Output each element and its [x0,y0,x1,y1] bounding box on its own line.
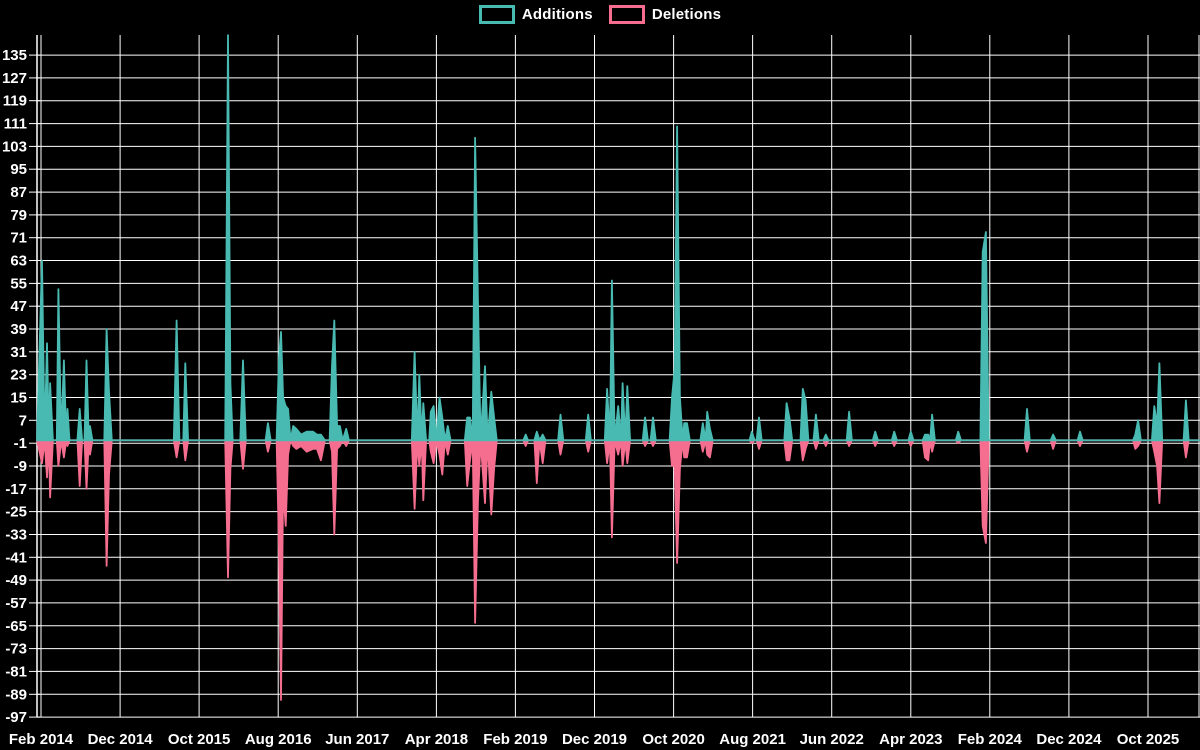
y-tick-label: 119 [3,93,27,110]
y-tick-label: -1 [14,435,27,452]
x-tick-label: Apr 2018 [405,731,468,748]
x-tick-label: Feb 2014 [9,731,74,748]
y-tick-label: 135 [2,47,27,64]
y-tick-label: -33 [5,527,27,544]
x-tick-label: Feb 2024 [958,731,1023,748]
y-axis-labels: 135 127 119 111 103 95 87 79 71 63 55 47 39 31 23 15 7 -1… [2,47,27,726]
deletions-swatch-icon [608,5,645,24]
y-tick-label: 55 [10,275,27,292]
y-tick-label: 31 [10,344,27,361]
x-tick-label: Jun 2022 [800,731,864,748]
y-tick-label: 111 [4,116,27,133]
y-tick-label: -57 [5,595,27,612]
y-tick-label: -81 [5,663,27,680]
grid [29,35,1200,718]
y-tick-label: 103 [2,138,27,155]
y-tick-label: 23 [10,367,27,384]
y-tick-label: -9 [14,458,27,475]
additions-swatch-icon [478,5,515,24]
y-tick-label: 39 [10,321,27,338]
x-tick-label: Dec 2019 [562,731,627,748]
y-tick-label: 95 [10,161,27,178]
y-tick-label: -97 [5,709,27,726]
x-axis-labels: Feb 2014 Dec 2014 Oct 2015 Aug 2016 Jun 2017… [9,731,1179,748]
y-tick-label: 7 [19,412,27,429]
deletions-series-path [36,439,1200,701]
x-tick-label: Apr 2023 [879,731,942,748]
x-tick-label: Jun 2017 [325,731,389,748]
y-tick-label: 87 [10,184,27,201]
x-tick-label: Oct 2020 [642,731,705,748]
chart-legend: Additions Deletions [0,5,1200,24]
x-tick-label: Aug 2016 [245,731,312,748]
x-tick-label: Oct 2015 [168,731,231,748]
legend-label-deletions: Deletions [651,6,722,23]
legend-item-deletions[interactable]: Deletions [608,5,722,24]
y-tick-label: -41 [5,549,27,566]
y-tick-label: 47 [10,298,27,315]
legend-item-additions[interactable]: Additions [478,5,593,24]
y-tick-label: -65 [5,618,27,635]
y-tick-label: -49 [5,572,27,589]
x-tick-label: Dec 2024 [1036,731,1102,748]
y-tick-label: 63 [10,253,27,270]
y-tick-label: -73 [5,641,27,658]
x-tick-label: Feb 2019 [483,731,547,748]
x-tick-label: Dec 2014 [88,731,154,748]
y-tick-label: 15 [10,390,27,407]
additions-series-path [36,34,1200,442]
legend-label-additions: Additions [521,6,593,23]
x-tick-label: Oct 2025 [1117,731,1180,748]
y-tick-label: -17 [5,481,27,498]
y-tick-label: 79 [10,207,27,224]
x-tick-label: Aug 2021 [719,731,786,748]
y-tick-label: -89 [5,686,27,703]
y-tick-label: 71 [10,230,27,247]
y-tick-label: 127 [2,70,27,87]
y-tick-label: -25 [5,504,27,521]
